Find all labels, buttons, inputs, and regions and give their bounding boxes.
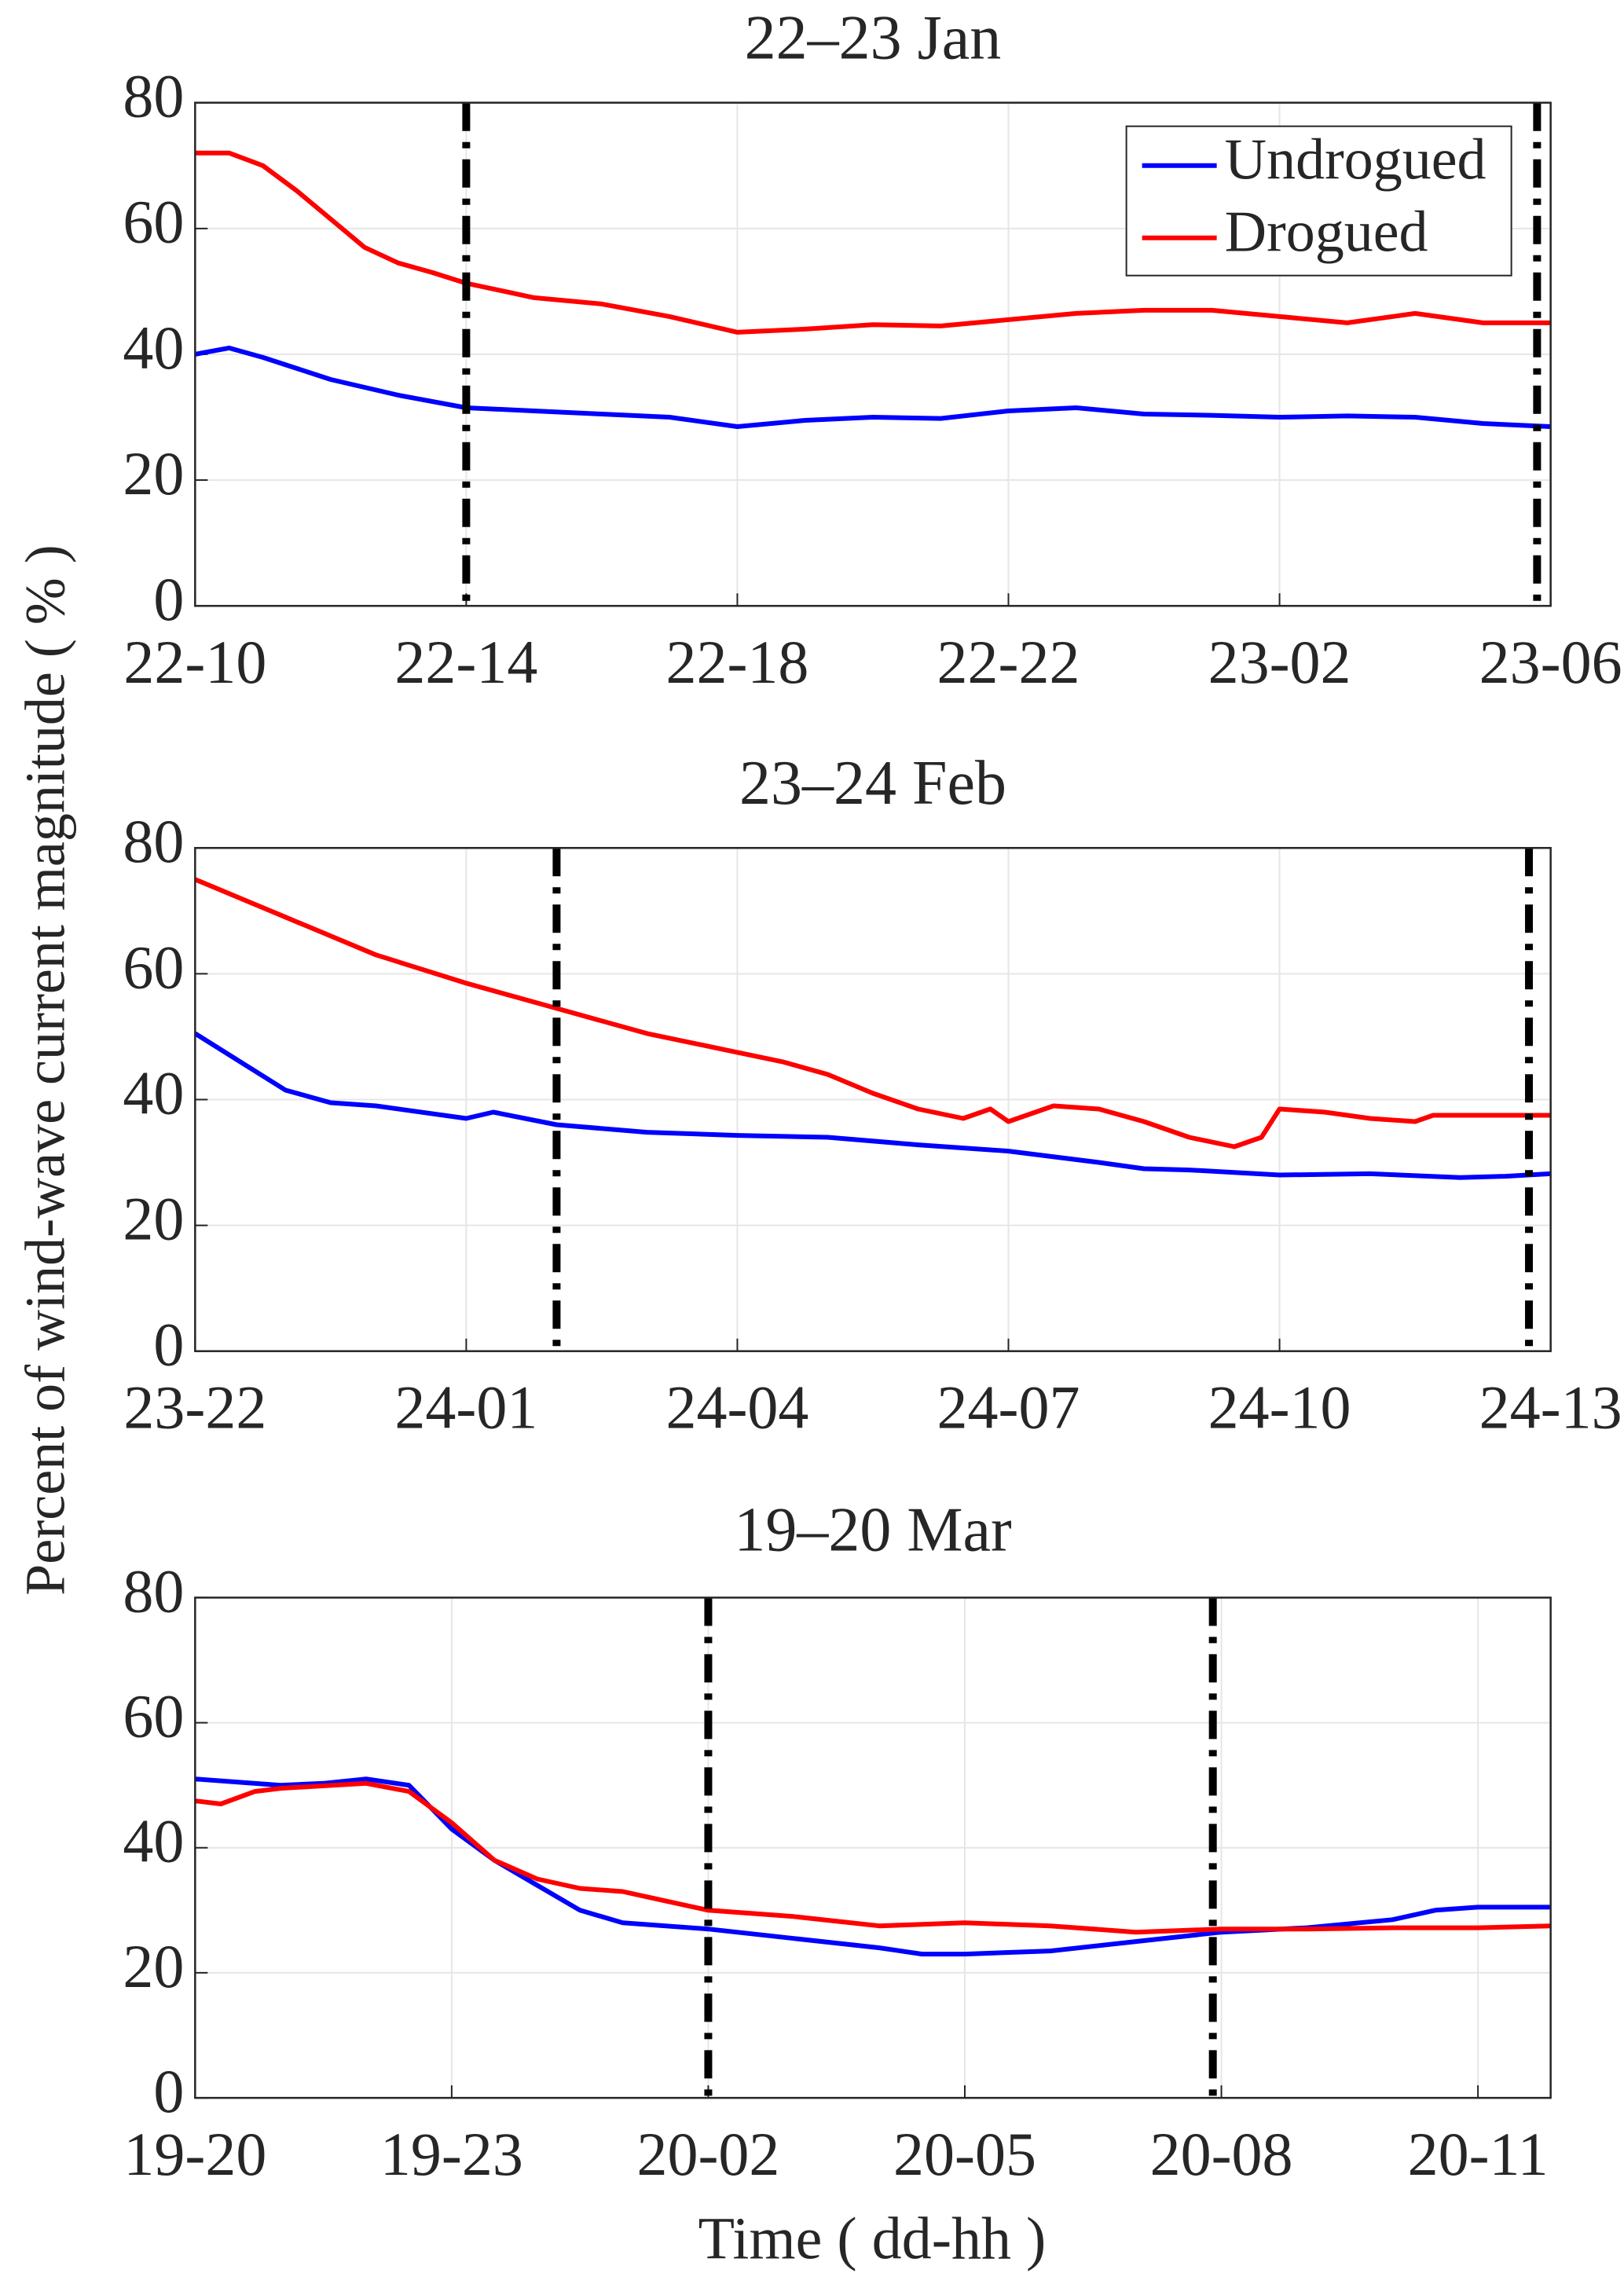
x-tick-label: 22-10 (123, 628, 266, 696)
x-tick-label: 19-23 (380, 2120, 523, 2188)
y-tick-label: 0 (153, 2057, 184, 2125)
y-tick-label: 20 (123, 1184, 184, 1252)
y-tick-label: 80 (123, 62, 184, 130)
legend-label: Drogued (1225, 200, 1428, 265)
axes-box (194, 846, 1552, 1352)
data-line (195, 150, 1551, 335)
legend-box (1125, 125, 1512, 277)
legend-label: Undrogued (1225, 128, 1487, 192)
y-tick-label: 60 (123, 188, 184, 256)
x-tick-label: 20-05 (893, 2120, 1036, 2188)
axes-box (194, 1597, 1552, 2099)
data-line (194, 345, 1551, 429)
y-tick-label: 80 (123, 1556, 184, 1625)
x-tick-label: 20-11 (1408, 2120, 1549, 2188)
data-line (193, 1031, 1551, 1180)
x-tick-label: 24-13 (1479, 1373, 1622, 1442)
x-tick-label: 24-07 (937, 1373, 1080, 1442)
y-tick-label: 40 (123, 1058, 184, 1127)
x-tick-label: 20-02 (636, 2120, 779, 2188)
data-line (194, 877, 1551, 1149)
y-tick-label: 40 (123, 313, 184, 382)
x-tick-label: 22-22 (937, 628, 1080, 696)
x-tick-label: 22-18 (665, 628, 808, 696)
x-tick-label: 23-22 (123, 1373, 266, 1442)
axes-box (194, 101, 1552, 607)
y-tick-label: 0 (153, 1311, 184, 1379)
x-tick-label: 20-08 (1150, 2120, 1293, 2188)
y-tick-label: 20 (123, 439, 184, 508)
x-tick-label: 24-01 (394, 1373, 537, 1442)
x-tick-label: 23-02 (1208, 628, 1351, 696)
chart-title: 23–24 Feb (739, 749, 1006, 818)
x-tick-label: 19-20 (123, 2120, 266, 2188)
chart-title: 19–20 Mar (734, 1495, 1011, 1564)
data-line (194, 1780, 1551, 1935)
data-line (195, 1776, 1551, 1957)
y-tick-label: 40 (123, 1807, 184, 1875)
x-tick-label: 24-04 (665, 1373, 808, 1442)
y-tick-label: 0 (153, 565, 184, 633)
y-tick-label: 60 (123, 1681, 184, 1750)
x-tick-label: 23-06 (1479, 628, 1622, 696)
y-axis-label: Percent of wind-wave current magnitude (… (14, 544, 77, 1595)
y-tick-label: 60 (123, 933, 184, 1001)
x-tick-label: 24-10 (1208, 1373, 1351, 1442)
chart-title: 22–23 Jan (745, 3, 1002, 72)
y-tick-label: 20 (123, 1932, 184, 2000)
x-axis-label: Time ( dd-hh ) (698, 2205, 1047, 2271)
x-tick-label: 22-14 (394, 628, 537, 696)
y-tick-label: 80 (123, 807, 184, 875)
